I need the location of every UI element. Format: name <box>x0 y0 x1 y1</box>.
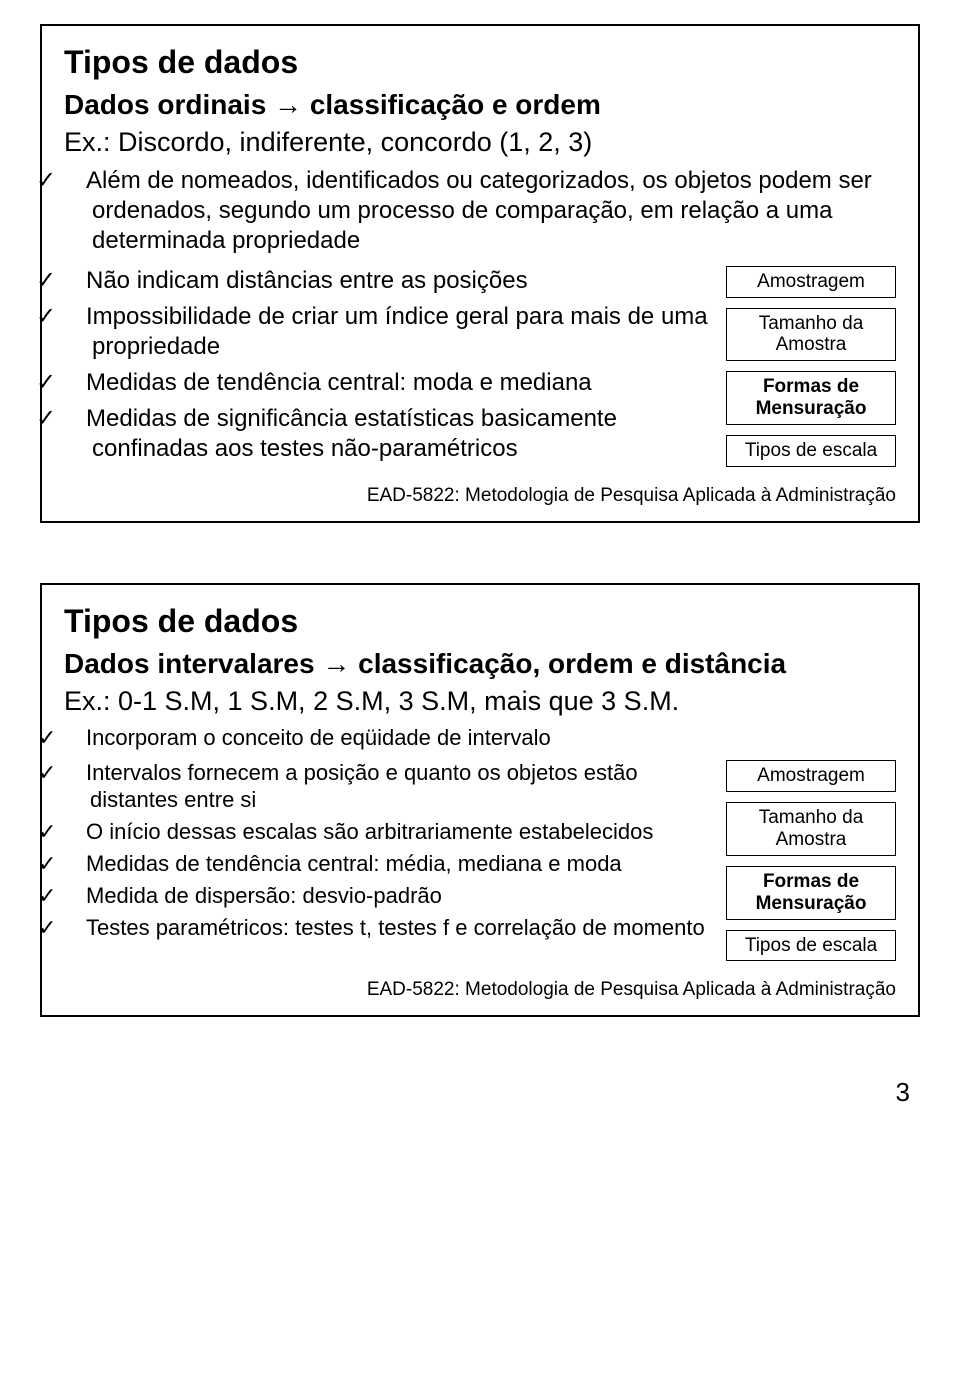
bullet-text: Testes paramétricos: testes t, testes f … <box>86 915 705 940</box>
arrow-icon: → <box>322 648 350 679</box>
check-icon: ✓ <box>64 915 86 942</box>
sidebox-formas: Formas de Mensuração <box>726 866 896 920</box>
bullet-text: Não indicam distâncias entre as posições <box>86 267 528 294</box>
slide2-left-col: ✓Intervalos fornecem a posição e quanto … <box>64 756 726 946</box>
slide2-subtitle: Dados intervalares → classificação, orde… <box>64 646 896 681</box>
slide1-bullet-1: ✓Não indicam distâncias entre as posiçõe… <box>64 266 716 296</box>
check-icon: ✓ <box>64 166 86 196</box>
check-icon: ✓ <box>64 883 86 910</box>
check-icon: ✓ <box>64 760 86 787</box>
check-icon: ✓ <box>64 851 86 878</box>
bullet-text: O início dessas escalas são arbitrariame… <box>86 819 653 844</box>
slide1-sideboxes: Amostragem Tamanho da Amostra Formas de … <box>726 266 896 477</box>
slide2-body-row: ✓Intervalos fornecem a posição e quanto … <box>64 756 896 971</box>
slide1-bullet-2: ✓Impossibilidade de criar um índice gera… <box>64 302 716 362</box>
check-icon: ✓ <box>64 302 86 332</box>
slide1-bullet-4: ✓Medidas de significância estatísticas b… <box>64 404 716 464</box>
sidebox-tamanho: Tamanho da Amostra <box>726 308 896 362</box>
sidebox-tipos: Tipos de escala <box>726 930 896 962</box>
slide1-title: Tipos de dados <box>64 44 896 81</box>
sidebox-amostragem: Amostragem <box>726 266 896 298</box>
sidebox-formas: Formas de Mensuração <box>726 371 896 425</box>
slide2-footer: EAD-5822: Metodologia de Pesquisa Aplica… <box>64 979 896 1001</box>
slide2-bullet-3: ✓Medidas de tendência central: média, me… <box>64 851 716 878</box>
slide2-example: Ex.: 0-1 S.M, 1 S.M, 2 S.M, 3 S.M, mais … <box>64 685 896 719</box>
check-icon: ✓ <box>64 404 86 434</box>
slide-1: Tipos de dados Dados ordinais → classifi… <box>40 24 920 523</box>
slide1-bullet-3: ✓Medidas de tendência central: moda e me… <box>64 368 716 398</box>
bullet-text: Medidas de tendência central: moda e med… <box>86 369 592 396</box>
slide2-subtitle-post: classificação, ordem e distância <box>350 648 786 679</box>
slide2-bullet-2: ✓O início dessas escalas são arbitrariam… <box>64 819 716 846</box>
slide2-sideboxes: Amostragem Tamanho da Amostra Formas de … <box>726 760 896 971</box>
slide1-subtitle: Dados ordinais → classificação e ordem <box>64 87 896 122</box>
slide2-bullet-0: ✓Incorporam o conceito de eqüidade de in… <box>64 725 896 752</box>
check-icon: ✓ <box>64 725 86 752</box>
slide-2: Tipos de dados Dados intervalares → clas… <box>40 583 920 1018</box>
arrow-icon: → <box>274 89 302 120</box>
bullet-text: Incorporam o conceito de eqüidade de int… <box>86 725 551 750</box>
slide1-subtitle-post: classificação e ordem <box>302 89 601 120</box>
slide2-subtitle-pre: Dados intervalares <box>64 648 322 679</box>
slide2-title: Tipos de dados <box>64 603 896 640</box>
check-icon: ✓ <box>64 368 86 398</box>
bullet-text: Intervalos fornecem a posição e quanto o… <box>86 760 638 812</box>
bullet-text: Medidas de significância estatísticas ba… <box>86 405 617 462</box>
slide1-bullet-0: ✓Além de nomeados, identificados ou cate… <box>64 166 896 256</box>
page-number: 3 <box>0 1077 910 1108</box>
sidebox-tamanho: Tamanho da Amostra <box>726 802 896 856</box>
slide1-left-col: ✓Não indicam distâncias entre as posiçõe… <box>64 262 726 470</box>
slide2-bullet-5: ✓Testes paramétricos: testes t, testes f… <box>64 915 716 942</box>
sidebox-amostragem: Amostragem <box>726 760 896 792</box>
slide1-example: Ex.: Discordo, indiferente, concordo (1,… <box>64 126 896 160</box>
page-container: Tipos de dados Dados ordinais → classifi… <box>0 24 960 1108</box>
slide1-body-row: ✓Não indicam distâncias entre as posiçõe… <box>64 262 896 477</box>
bullet-text: Além de nomeados, identificados ou categ… <box>86 167 872 254</box>
check-icon: ✓ <box>64 819 86 846</box>
bullet-text: Impossibilidade de criar um índice geral… <box>86 303 708 360</box>
bullet-text: Medida de dispersão: desvio-padrão <box>86 883 442 908</box>
sidebox-tipos: Tipos de escala <box>726 435 896 467</box>
slide1-subtitle-pre: Dados ordinais <box>64 89 274 120</box>
bullet-text: Medidas de tendência central: média, med… <box>86 851 622 876</box>
check-icon: ✓ <box>64 266 86 296</box>
slide1-footer: EAD-5822: Metodologia de Pesquisa Aplica… <box>64 485 896 507</box>
slide2-bullet-1: ✓Intervalos fornecem a posição e quanto … <box>64 760 716 814</box>
slide2-bullet-4: ✓Medida de dispersão: desvio-padrão <box>64 883 716 910</box>
